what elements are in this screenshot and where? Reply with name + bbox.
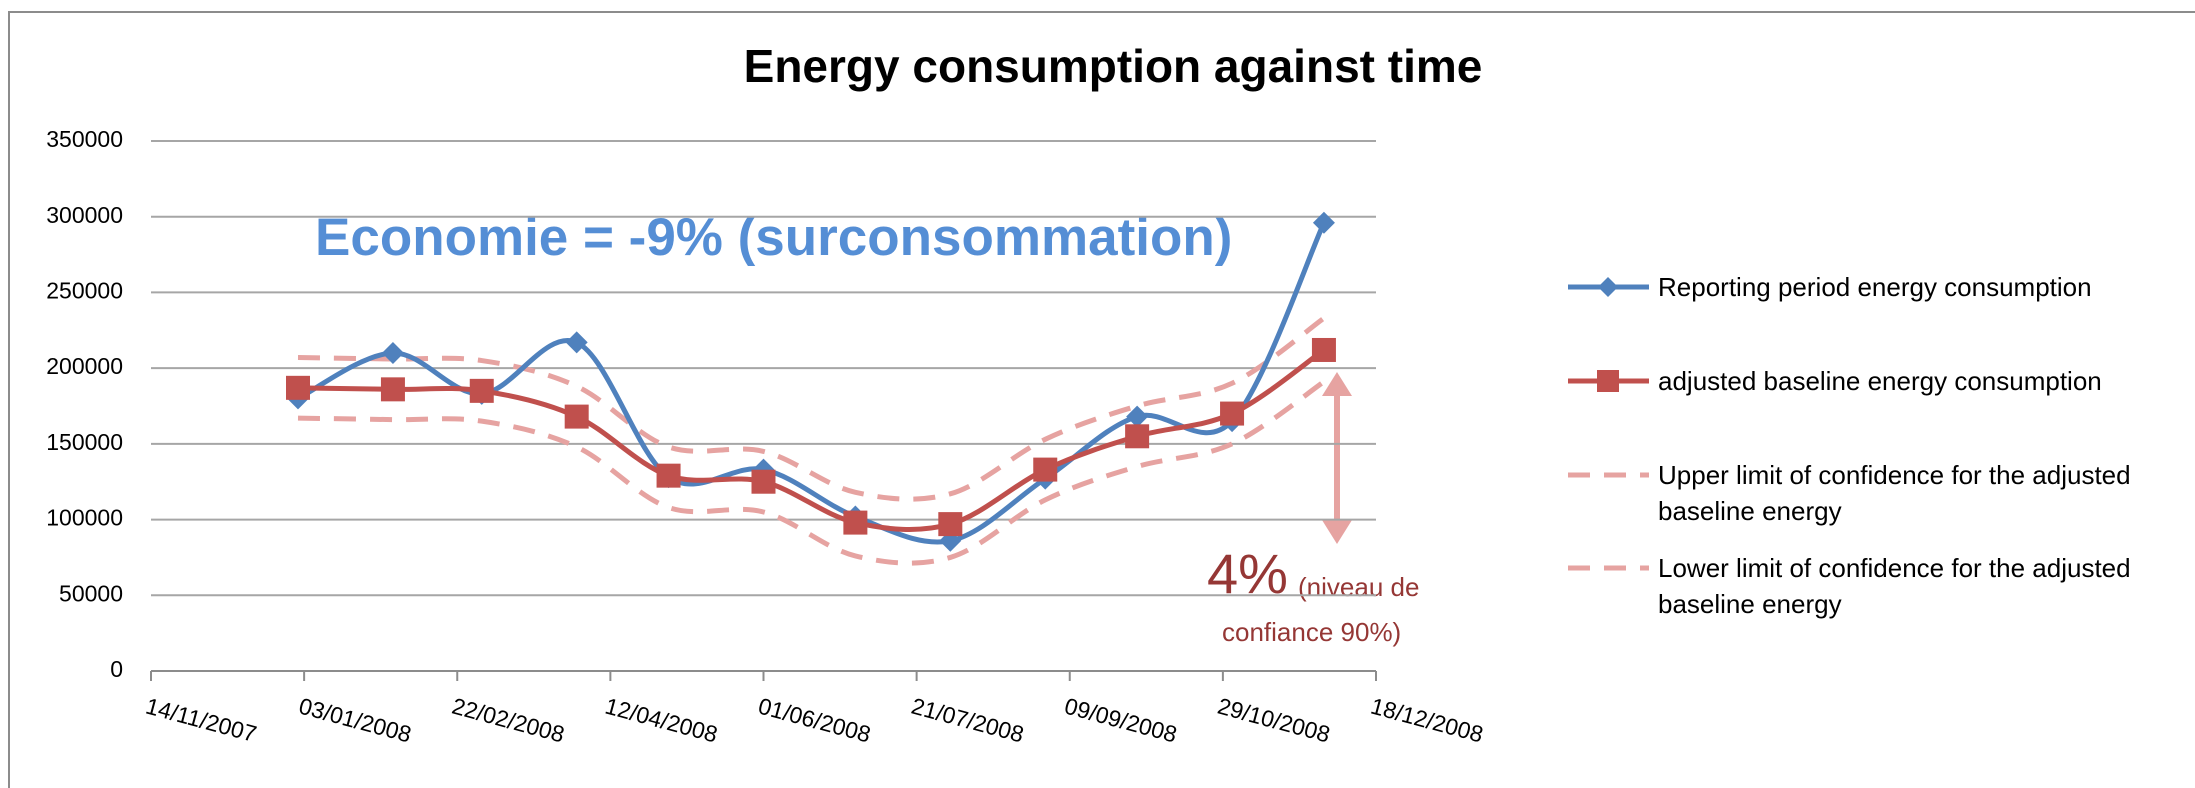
annotation: Economie = -9% (surconsommation) [315, 208, 1232, 267]
point [1033, 457, 1058, 482]
x-tick-label: 29/10/2008 [1215, 693, 1333, 748]
point [938, 512, 963, 537]
y-tick-label: 350000 [46, 126, 123, 152]
point [1311, 337, 1336, 362]
frame [8, 11, 2195, 788]
annotation: (niveau de [1298, 572, 1419, 602]
x-tick-label: 21/07/2008 [909, 693, 1027, 748]
x-tick-label: 22/02/2008 [449, 693, 567, 748]
point [1220, 401, 1245, 426]
x-tick-label: 14/11/2007 [143, 693, 259, 747]
series-line [297, 379, 1326, 566]
point [381, 342, 404, 364]
y-tick-label: 300000 [46, 202, 123, 228]
y-tick-label: 50000 [59, 580, 123, 606]
x-tick-label: 01/06/2008 [756, 693, 874, 748]
x-tick-label: 09/09/2008 [1062, 693, 1180, 748]
legend-label: Lower limit of confidence for the adjust… [1658, 553, 2131, 619]
legend-label: adjusted baseline energy consumption [1658, 366, 2102, 396]
x-tick-label: 03/01/2008 [296, 693, 414, 748]
x-tick-label: 12/04/2008 [603, 693, 721, 748]
range-arrow [1322, 372, 1352, 544]
y-tick-label: 0 [110, 656, 123, 682]
y-tick-label: 100000 [46, 505, 123, 531]
point [286, 375, 310, 400]
point [380, 377, 405, 402]
legend-marker [1597, 370, 1619, 392]
point [751, 469, 776, 494]
y-tick-label: 200000 [46, 353, 123, 379]
legend-label: Upper limit of confidence for the adjust… [1658, 460, 2131, 526]
point [564, 404, 589, 429]
point [1126, 405, 1149, 428]
y-tick-label: 250000 [46, 278, 123, 304]
point [565, 331, 588, 354]
point [469, 378, 494, 403]
point [843, 510, 868, 535]
point [656, 463, 681, 488]
series-line [296, 221, 1327, 545]
chart-title: Energy consumption against time [744, 40, 1483, 92]
annotation: confiance 90%) [1222, 617, 1401, 647]
series-line [297, 347, 1326, 532]
legend-label: Reporting period energy consumption [1658, 272, 2092, 302]
x-tick-label: 18/12/2008 [1368, 693, 1486, 748]
point [1312, 211, 1335, 234]
y-tick-label: 150000 [46, 429, 123, 455]
series-line [297, 316, 1326, 502]
point [1125, 424, 1150, 449]
legend-marker [1598, 277, 1618, 297]
